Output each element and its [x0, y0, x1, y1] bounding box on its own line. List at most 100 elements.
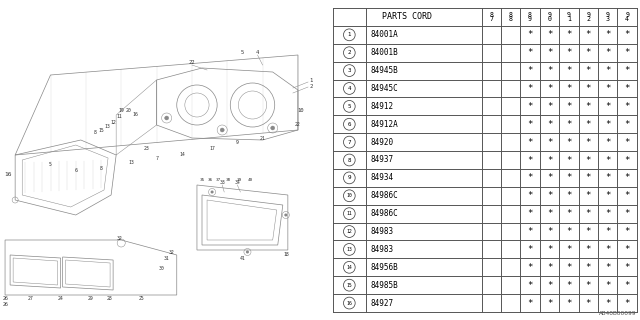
- Text: 8: 8: [348, 157, 351, 163]
- Text: 84983: 84983: [371, 245, 394, 254]
- Text: 6: 6: [74, 167, 77, 172]
- Text: *: *: [547, 281, 552, 290]
- Text: *: *: [625, 138, 630, 147]
- Text: *: *: [605, 156, 611, 164]
- Text: 84001A: 84001A: [371, 30, 399, 39]
- Text: *: *: [566, 209, 572, 218]
- Text: 9: 9: [547, 12, 552, 18]
- Text: 1: 1: [348, 32, 351, 37]
- Text: 32: 32: [116, 236, 122, 241]
- Text: *: *: [547, 156, 552, 164]
- Text: *: *: [547, 209, 552, 218]
- Text: *: *: [605, 245, 611, 254]
- Text: 24: 24: [58, 295, 63, 300]
- Text: 5: 5: [241, 50, 244, 54]
- Text: *: *: [566, 245, 572, 254]
- Text: 84937: 84937: [371, 156, 394, 164]
- Text: 33: 33: [220, 180, 225, 186]
- Text: *: *: [625, 156, 630, 164]
- Text: *: *: [527, 30, 532, 39]
- Text: 12: 12: [346, 229, 352, 234]
- Text: 3: 3: [605, 16, 610, 22]
- Text: 9: 9: [348, 175, 351, 180]
- Text: *: *: [527, 299, 532, 308]
- Text: *: *: [527, 138, 532, 147]
- Text: *: *: [566, 191, 572, 200]
- Text: *: *: [605, 191, 611, 200]
- Text: 6: 6: [348, 122, 351, 127]
- Circle shape: [220, 128, 224, 132]
- Text: *: *: [586, 48, 591, 57]
- Text: 41: 41: [239, 255, 245, 260]
- Text: *: *: [527, 245, 532, 254]
- Text: *: *: [586, 156, 591, 164]
- Text: *: *: [566, 227, 572, 236]
- Text: *: *: [527, 102, 532, 111]
- Text: 21: 21: [260, 135, 266, 140]
- Text: *: *: [547, 30, 552, 39]
- Text: *: *: [566, 48, 572, 57]
- Text: *: *: [586, 173, 591, 182]
- Text: *: *: [527, 48, 532, 57]
- Text: 16: 16: [4, 172, 12, 178]
- Text: 1: 1: [567, 16, 571, 22]
- Text: *: *: [547, 191, 552, 200]
- Text: *: *: [547, 263, 552, 272]
- Text: *: *: [527, 209, 532, 218]
- Text: *: *: [586, 209, 591, 218]
- Text: 8: 8: [100, 165, 102, 171]
- Text: *: *: [605, 281, 611, 290]
- Text: *: *: [625, 30, 630, 39]
- Text: 10: 10: [346, 193, 352, 198]
- Text: 84912A: 84912A: [371, 120, 399, 129]
- Text: 0: 0: [547, 16, 552, 22]
- Text: 84934: 84934: [371, 173, 394, 182]
- Text: 15: 15: [98, 127, 104, 132]
- Text: 15: 15: [346, 283, 352, 288]
- Text: 13: 13: [346, 247, 352, 252]
- Text: *: *: [527, 173, 532, 182]
- Text: 9: 9: [236, 140, 239, 145]
- Text: *: *: [527, 84, 532, 93]
- Text: 8: 8: [528, 12, 532, 18]
- Text: *: *: [527, 120, 532, 129]
- Text: *: *: [605, 173, 611, 182]
- Text: *: *: [566, 66, 572, 75]
- Text: *: *: [625, 263, 630, 272]
- Text: 2: 2: [586, 16, 590, 22]
- Text: 25: 25: [138, 295, 144, 300]
- Text: 3: 3: [348, 68, 351, 73]
- Text: 22: 22: [295, 123, 301, 127]
- Text: 22: 22: [189, 60, 195, 65]
- Text: *: *: [586, 227, 591, 236]
- Circle shape: [164, 116, 169, 120]
- Text: *: *: [527, 227, 532, 236]
- Text: 13: 13: [129, 159, 134, 164]
- Text: *: *: [586, 30, 591, 39]
- Text: 16: 16: [346, 300, 352, 306]
- Text: *: *: [566, 138, 572, 147]
- Text: *: *: [625, 66, 630, 75]
- Text: *: *: [527, 156, 532, 164]
- Text: *: *: [625, 102, 630, 111]
- Text: 12: 12: [110, 119, 116, 124]
- Text: 31: 31: [164, 255, 170, 260]
- Text: *: *: [605, 209, 611, 218]
- Text: *: *: [625, 84, 630, 93]
- Text: *: *: [566, 299, 572, 308]
- Text: 9: 9: [605, 12, 610, 18]
- Text: 84986C: 84986C: [371, 209, 399, 218]
- Text: PARTS CORD: PARTS CORD: [382, 12, 432, 21]
- Text: *: *: [527, 191, 532, 200]
- Text: *: *: [527, 66, 532, 75]
- Text: 14: 14: [346, 265, 352, 270]
- Text: 84945B: 84945B: [371, 66, 399, 75]
- Text: 29: 29: [88, 295, 94, 300]
- Text: *: *: [547, 102, 552, 111]
- Text: 84927: 84927: [371, 299, 394, 308]
- Text: 19: 19: [118, 108, 124, 113]
- Text: 37: 37: [216, 178, 221, 182]
- Text: *: *: [547, 138, 552, 147]
- Text: *: *: [605, 84, 611, 93]
- Text: 16: 16: [132, 113, 138, 117]
